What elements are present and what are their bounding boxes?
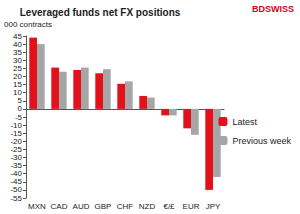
svg-text:-30: -30 [10, 153, 22, 162]
svg-text:GBP: GBP [95, 202, 112, 211]
svg-text:40: 40 [13, 40, 22, 49]
svg-text:-10: -10 [10, 121, 22, 130]
svg-text:30: 30 [13, 56, 22, 65]
svg-text:JPY: JPY [206, 202, 221, 211]
svg-text:€/£: €/£ [163, 202, 175, 211]
svg-text:Leveraged funds net FX positio: Leveraged funds net FX positions [20, 7, 181, 18]
svg-text:0: 0 [18, 104, 23, 113]
svg-text:-50: -50 [10, 185, 22, 194]
svg-text:Latest: Latest [232, 117, 257, 127]
svg-text:Previous week: Previous week [232, 136, 291, 146]
svg-text:10: 10 [13, 88, 22, 97]
svg-text:CAD: CAD [51, 202, 68, 211]
svg-text:CHF: CHF [117, 202, 134, 211]
svg-text:-20: -20 [10, 137, 22, 146]
svg-text:5: 5 [18, 96, 23, 105]
svg-text:-55: -55 [10, 194, 22, 203]
svg-text:-5: -5 [15, 113, 23, 122]
svg-text:45: 45 [13, 32, 22, 41]
svg-text:BDSWISS: BDSWISS [252, 4, 294, 14]
svg-text:MXN: MXN [28, 202, 46, 211]
svg-text:EUR: EUR [183, 202, 200, 211]
svg-text:15: 15 [13, 80, 22, 89]
svg-text:20: 20 [13, 72, 22, 81]
svg-text:-45: -45 [10, 177, 22, 186]
svg-text:25: 25 [13, 64, 22, 73]
svg-text:-25: -25 [10, 145, 22, 154]
svg-text:-15: -15 [10, 129, 22, 138]
svg-text:AUD: AUD [73, 202, 90, 211]
svg-text:35: 35 [13, 48, 22, 57]
svg-text:NZD: NZD [139, 202, 156, 211]
svg-text:000 contracts: 000 contracts [4, 20, 52, 29]
svg-text:-35: -35 [10, 161, 22, 170]
svg-text:-40: -40 [10, 169, 22, 178]
